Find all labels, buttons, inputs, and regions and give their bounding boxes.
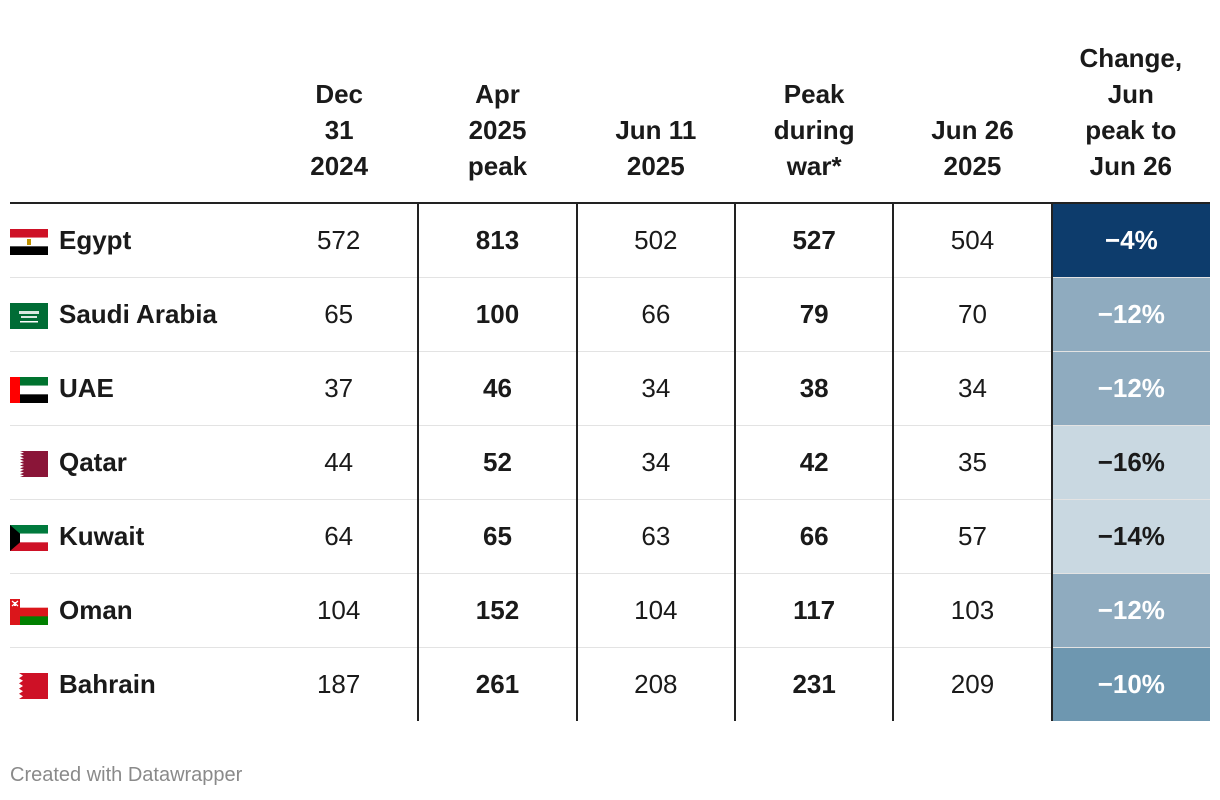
column-header-line: Jun 26 [1089, 151, 1172, 181]
header-row: Dec 31 2024 Apr 2025 peak Jun 11 2025 Peak during… [10, 40, 1210, 204]
value-cell: 64 [260, 499, 420, 574]
value-cell: 152 [418, 573, 578, 648]
value-cell: 46 [418, 351, 578, 426]
value-cell: 57 [893, 499, 1053, 574]
column-header-line: Change, [1079, 43, 1183, 73]
column-header-line: peak [467, 151, 528, 181]
value-cell: 104 [260, 573, 420, 648]
table-row: Kuwait 64 65 63 66 57 −14% [10, 499, 1210, 574]
value-cell: 79 [734, 277, 895, 352]
column-header-line: war* [786, 151, 842, 181]
value-cell: 37 [260, 351, 420, 426]
value-cell: 34 [893, 351, 1053, 426]
value-cell: 66 [734, 499, 895, 574]
column-header: Apr 2025 peak [418, 40, 577, 204]
oman-flag [10, 599, 48, 626]
country-cell: Kuwait [10, 499, 260, 574]
change-cell: −16% [1051, 425, 1210, 500]
value-cell: 209 [893, 647, 1053, 721]
value-cell: 65 [260, 277, 420, 352]
value-cell: 52 [418, 425, 578, 500]
column-header: Dec 31 2024 [260, 40, 419, 204]
datawrapper-credit: Created with Datawrapper [10, 764, 243, 786]
country-cell: Qatar [10, 425, 260, 500]
egypt-flag [10, 229, 48, 256]
change-cell: −14% [1051, 499, 1210, 574]
country-cell: Bahrain [10, 648, 260, 722]
column-header-line: peak to [1085, 115, 1177, 145]
column-header-line: 2025 [468, 115, 527, 145]
table-row: Bahrain 187 261 208 231 209 −10% [10, 647, 1210, 722]
value-cell: 34 [576, 351, 736, 426]
column-header-line: 2025 [943, 151, 1002, 181]
column-header-line: during [773, 115, 855, 145]
value-cell: 527 [734, 203, 895, 278]
data-table: Dec 31 2024 Apr 2025 peak Jun 11 2025 Peak during… [10, 40, 1210, 721]
value-cell: 813 [418, 203, 578, 278]
table-row: Oman 104 152 104 117 103 −12% [10, 573, 1210, 648]
value-cell: 104 [576, 573, 736, 648]
table-row: Egypt 572 813 502 527 504 −4% [10, 203, 1210, 278]
value-cell: 502 [576, 203, 736, 278]
change-cell: −12% [1051, 277, 1210, 352]
value-cell: 34 [576, 425, 736, 500]
column-header-line: Jun 11 [615, 115, 697, 145]
country-column-header [10, 40, 260, 204]
change-cell: −10% [1051, 647, 1210, 721]
country-name: Saudi Arabia [59, 299, 217, 329]
country-name: Bahrain [59, 669, 156, 699]
column-header: Jun 26 2025 [893, 40, 1052, 204]
kuwait-flag [10, 525, 48, 552]
uae-flag [10, 377, 48, 404]
value-cell: 38 [734, 351, 895, 426]
column-header: Jun 11 2025 [576, 40, 735, 204]
column-header-line: Jun [1107, 79, 1154, 109]
country-cell: Oman [10, 573, 260, 648]
value-cell: 572 [260, 203, 420, 278]
country-name: Qatar [59, 447, 127, 477]
value-cell: 66 [576, 277, 736, 352]
table-row: UAE 37 46 34 38 34 −12% [10, 351, 1210, 426]
country-cell: Egypt [10, 203, 260, 278]
value-cell: 504 [893, 203, 1053, 278]
value-cell: 44 [260, 425, 420, 500]
value-cell: 261 [418, 647, 578, 721]
country-cell: UAE [10, 351, 260, 426]
country-name: Oman [59, 595, 133, 625]
column-header: Change, Jun peak to Jun 26 [1051, 40, 1210, 204]
bahrain-flag [10, 673, 48, 700]
column-header-line: 31 [324, 115, 354, 145]
column-header-line: 2024 [310, 151, 369, 181]
value-cell: 63 [576, 499, 736, 574]
column-header-line: 2025 [626, 151, 685, 181]
change-cell: −12% [1051, 573, 1210, 648]
value-cell: 231 [734, 647, 895, 721]
table-row: Saudi Arabia 65 100 66 79 70 −12% [10, 277, 1210, 352]
value-cell: 35 [893, 425, 1053, 500]
country-name: Egypt [59, 225, 132, 255]
column-header-line: Peak [783, 79, 845, 109]
value-cell: 42 [734, 425, 895, 500]
column-header-line: Apr [475, 79, 520, 109]
country-name: UAE [59, 373, 114, 403]
saudi-arabia-flag [10, 303, 48, 330]
value-cell: 117 [734, 573, 895, 648]
column-header-line: Dec [315, 79, 364, 109]
qatar-flag [10, 451, 48, 478]
country-name: Kuwait [59, 521, 145, 551]
table-body: Egypt 572 813 502 527 504 −4% Saudi Arabia 65 100… [10, 203, 1210, 721]
value-cell: 208 [576, 647, 736, 721]
value-cell: 65 [418, 499, 578, 574]
country-cell: Saudi Arabia [10, 277, 260, 352]
column-header: Peak during war* [734, 40, 894, 204]
value-cell: 100 [418, 277, 578, 352]
table-row: Qatar 44 52 34 42 35 −16% [10, 425, 1210, 500]
value-cell: 70 [893, 277, 1053, 352]
value-cell: 103 [893, 573, 1053, 648]
change-cell: −4% [1051, 203, 1210, 278]
column-header-line: Jun 26 [931, 115, 1014, 145]
value-cell: 187 [260, 647, 420, 721]
change-cell: −12% [1051, 351, 1210, 426]
